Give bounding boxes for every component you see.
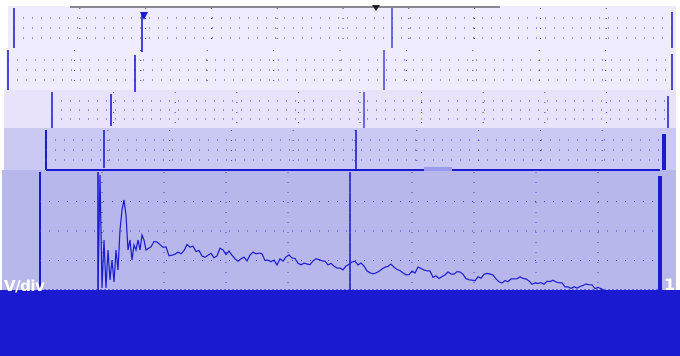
timebase-readout: 10	[664, 276, 680, 293]
baseline-marker	[424, 167, 452, 171]
band-layer	[6, 48, 676, 90]
status-bar	[0, 290, 680, 356]
chevron-down-icon	[140, 12, 148, 20]
markers	[97, 5, 380, 290]
waveform-trace	[97, 174, 605, 291]
band-layer	[8, 0, 676, 48]
chevron-down-icon	[372, 5, 380, 11]
volts-per-div-label: V/div	[4, 277, 45, 295]
perspective-bands	[0, 0, 680, 290]
band-layer	[4, 90, 676, 128]
top-edge	[0, 0, 680, 6]
band-layer	[4, 128, 676, 170]
